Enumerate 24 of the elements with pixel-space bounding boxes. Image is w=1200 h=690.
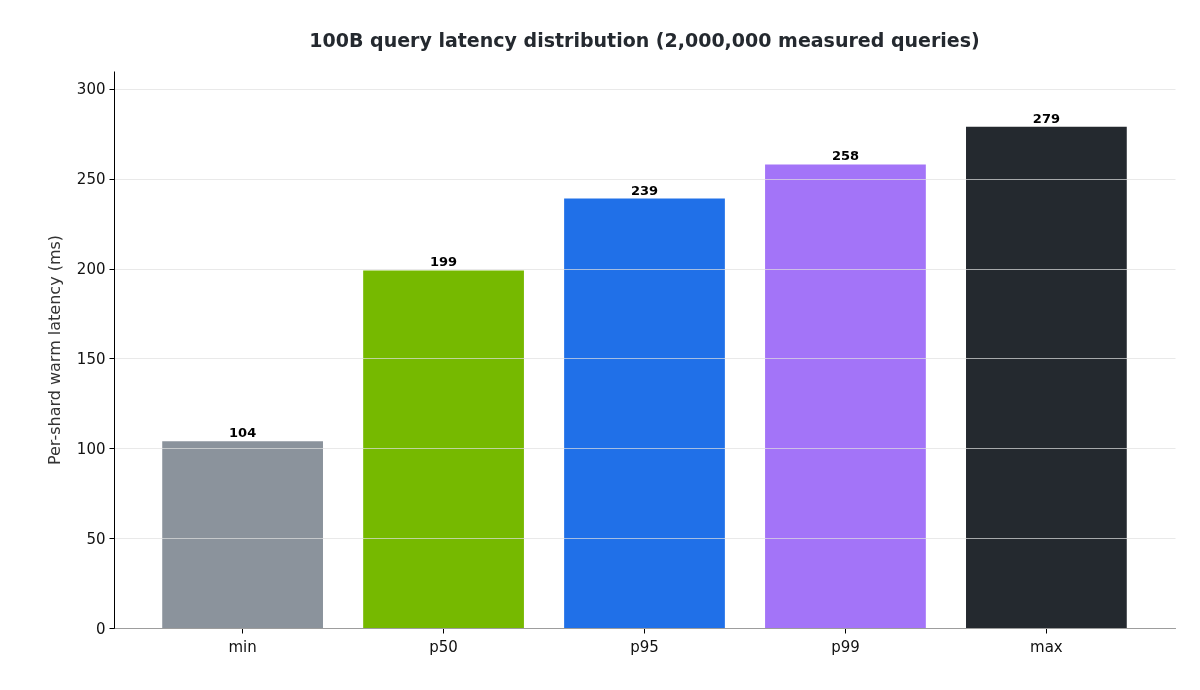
x-tick-label: p50 — [429, 637, 458, 656]
x-tick-label: p99 — [831, 637, 860, 656]
x-tick-label: max — [1030, 637, 1063, 656]
y-tick-label: 100 — [76, 439, 106, 458]
data-label: 239 — [630, 182, 659, 198]
y-tick-label: 0 — [95, 619, 106, 638]
x-tick-label: min — [228, 637, 257, 656]
y-axis-title: Per-shard warm latency (ms) — [44, 234, 64, 466]
data-label: 104 — [229, 425, 257, 441]
data-label: 258 — [831, 148, 860, 164]
chart-title: 100B query latency distribution (2,000,000 measured queries) — [309, 29, 980, 51]
bar — [966, 126, 1127, 628]
data-label: 199 — [429, 254, 458, 270]
y-tick-label: 250 — [76, 170, 106, 189]
x-tick-label: p95 — [630, 637, 659, 656]
bar — [765, 164, 926, 628]
y-tick-label: 200 — [76, 260, 106, 279]
y-tick-label: 300 — [76, 80, 106, 99]
y-tick-label: 150 — [76, 349, 106, 368]
y-tick-label: 50 — [86, 529, 106, 548]
bar — [363, 270, 524, 628]
data-label: 279 — [1032, 110, 1060, 126]
bar — [162, 441, 323, 628]
bar — [564, 198, 725, 628]
